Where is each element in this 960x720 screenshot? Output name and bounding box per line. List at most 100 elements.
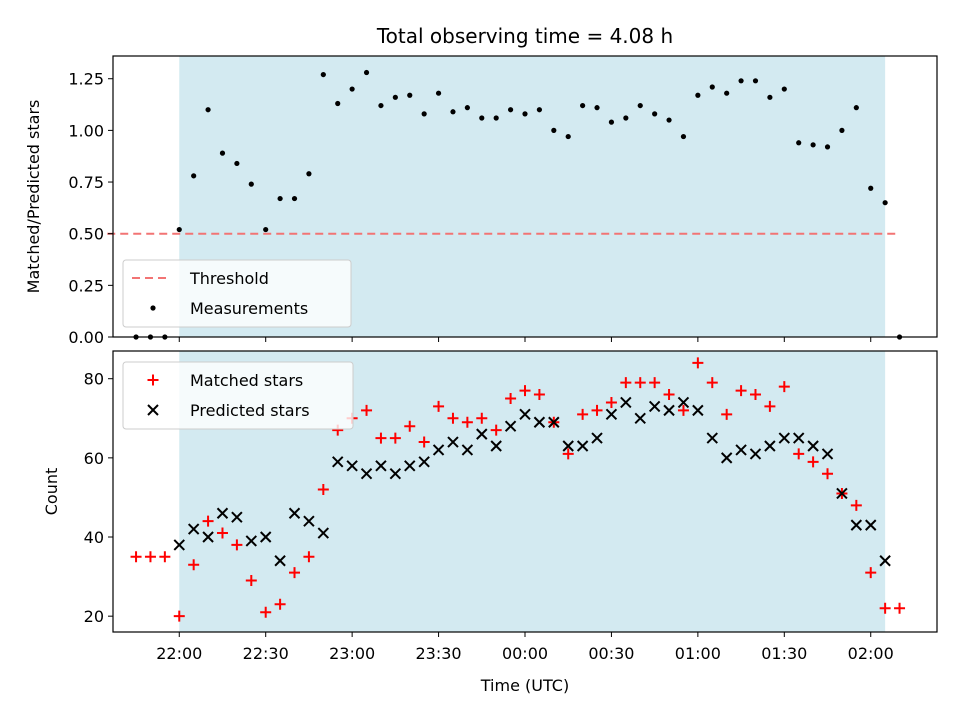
matched-star-point [433, 400, 445, 412]
measurement-point [882, 200, 888, 206]
matched-star-point [894, 602, 906, 614]
measurement-point [551, 127, 557, 133]
predicted-star-point [404, 460, 416, 472]
top-series-0 [133, 69, 903, 340]
matched-star-point [476, 412, 488, 424]
predicted-star-point [879, 555, 891, 567]
measurement-point [234, 160, 240, 167]
predicted-star-point [202, 531, 214, 543]
measurement-point [839, 127, 845, 133]
predicted-star-point [231, 511, 243, 523]
measurement-point [363, 69, 370, 76]
measurement-point [868, 185, 874, 191]
matched-star-point [260, 606, 272, 618]
matched-star-point [822, 468, 834, 480]
predicted-star-point [303, 515, 315, 527]
matched-star-point [879, 602, 891, 614]
predicted-star-point [792, 432, 805, 444]
matched-star-point [317, 484, 329, 496]
matched-star-point [663, 389, 675, 401]
predicted-star-point [836, 487, 848, 500]
measurement-point [464, 105, 470, 111]
measurement-point [781, 86, 787, 92]
matched-star-point [274, 598, 286, 610]
count-panel: 20 40 60 80 22:00 22:30 23:00 23:30 00:00 00:30 01… [42, 350, 938, 695]
chart-title: Total observing time = 4.08 h [376, 24, 673, 48]
bottom-ylabel: Count [42, 468, 61, 516]
matched-star-point [577, 408, 589, 420]
bottom-series-1 [173, 396, 891, 567]
predicted-star-point [807, 440, 819, 452]
predicted-star-point [648, 400, 661, 413]
measurement-point [810, 142, 816, 148]
measurement-point [752, 78, 759, 84]
legend-label: Predicted stars [190, 401, 310, 420]
matched-star-point [562, 448, 574, 460]
predicted-star-point [634, 412, 646, 424]
matched-star-point [591, 404, 603, 416]
measurement-point [608, 119, 615, 125]
predicted-star-point [259, 531, 272, 543]
predicted-star-point [461, 444, 474, 456]
legend-predicted-swatch [147, 404, 159, 416]
xtick-label: 01:00 [675, 644, 721, 663]
measurement-point [421, 111, 427, 117]
measurement-point [623, 115, 629, 121]
predicted-star-point [490, 440, 502, 452]
measurement-point [435, 90, 442, 96]
measurement-point [709, 84, 715, 90]
matched-star-point [749, 389, 761, 401]
matched-star-point [807, 456, 819, 468]
matched-star-point [245, 575, 257, 587]
legend-label: Matched stars [190, 371, 303, 390]
top-legend-box [122, 259, 352, 328]
measurement-point [277, 195, 283, 202]
xtick-label: 23:30 [416, 644, 462, 663]
predicted-star-point [850, 519, 863, 531]
predicted-star-point [591, 432, 603, 444]
measurement-point [378, 102, 384, 109]
matched-star-point [289, 567, 301, 579]
measurement-point [507, 107, 514, 113]
measurement-point [580, 102, 586, 109]
predicted-star-point [274, 555, 286, 567]
measurement-point [407, 92, 413, 98]
top-ytick-label: 0.25 [68, 276, 104, 295]
matched-star-point [850, 499, 862, 511]
measurement-point [680, 133, 687, 140]
matched-star-point [605, 396, 617, 408]
top-ytick-label: 1.00 [68, 121, 104, 140]
measurement-point [306, 171, 312, 177]
measurement-point [695, 92, 701, 98]
matched-star-point [677, 404, 689, 416]
measurement-point [536, 107, 543, 113]
predicted-star-point [548, 416, 560, 428]
matched-star-point [764, 400, 776, 412]
measurement-point [738, 78, 744, 84]
matched-star-point [130, 551, 142, 563]
measurement-point [565, 133, 571, 140]
top-ytick-label: 0.50 [68, 225, 104, 244]
predicted-star-point [576, 440, 589, 452]
measurement-point [335, 100, 341, 107]
predicted-star-point [865, 519, 877, 531]
measurement-point [205, 107, 211, 113]
predicted-star-point [173, 539, 185, 551]
matched-star-point [519, 385, 531, 397]
measurement-point [796, 140, 802, 146]
matched-star-point [865, 567, 877, 579]
measurement-point [219, 150, 226, 156]
matched-star-point [721, 408, 733, 420]
bottom-legend-box [122, 361, 354, 430]
predicted-star-point [677, 396, 690, 409]
matched-star-point [418, 436, 430, 448]
bottom-ytick-label: 20 [84, 607, 104, 626]
matched-star-point [144, 551, 156, 563]
measurement-point [450, 109, 456, 115]
predicted-star-point [663, 404, 675, 417]
top-ytick-label: 0.75 [68, 173, 104, 192]
predicted-star-point [562, 440, 574, 452]
predicted-star-point [317, 527, 330, 539]
predicted-star-point [389, 467, 402, 480]
bottom-legend: Matched stars Predicted stars [122, 361, 354, 430]
